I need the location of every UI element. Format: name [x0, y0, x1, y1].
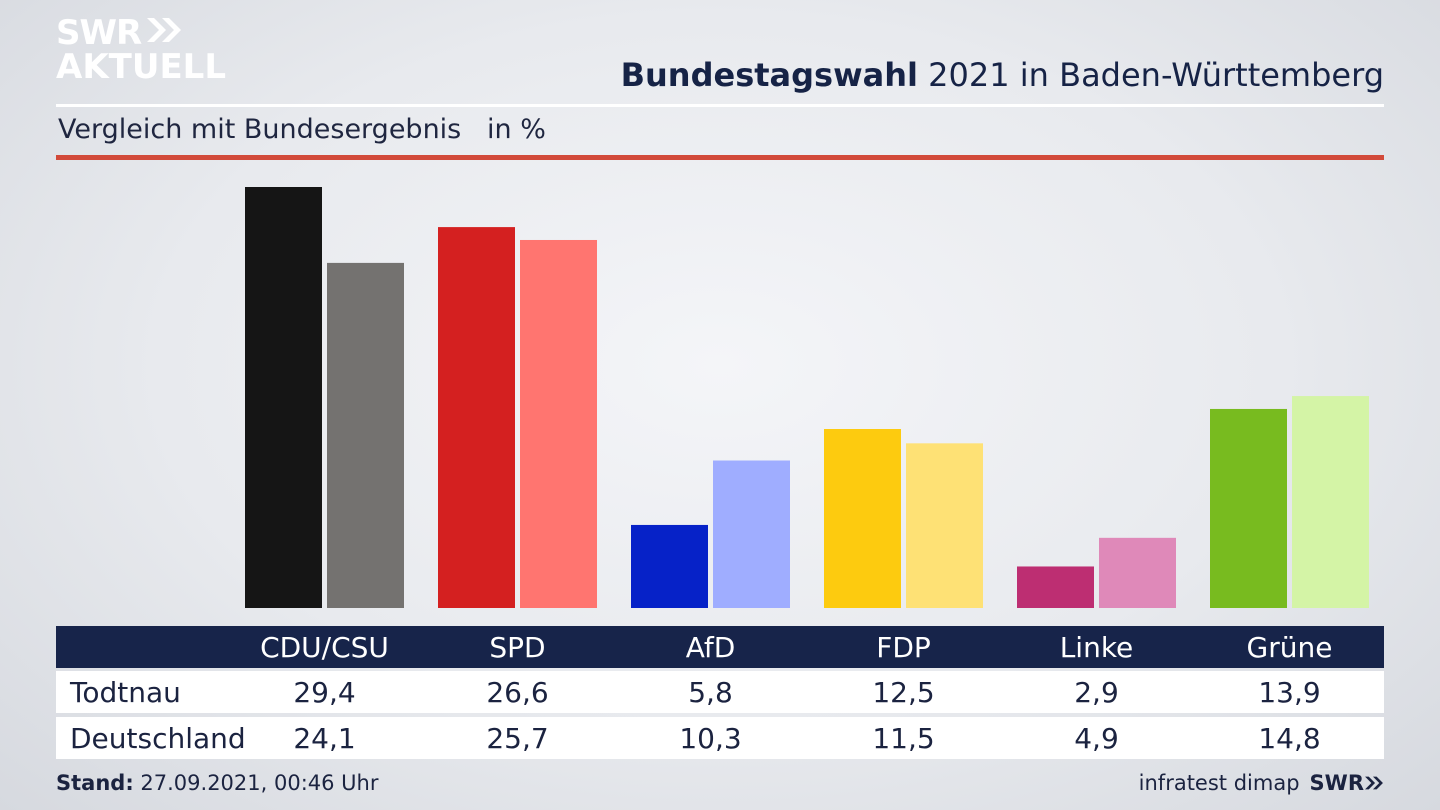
table-cell: 11,5 — [872, 721, 935, 755]
table-cell: 10,3 — [679, 721, 742, 755]
table-header-cell: CDU/CSU — [260, 630, 389, 664]
table-cell: 26,6 — [486, 675, 549, 709]
table-header-cell: FDP — [876, 630, 931, 664]
bar-todtnau-linke — [1017, 566, 1094, 608]
stand-value: 27.09.2021, 00:46 Uhr — [133, 771, 379, 795]
double-chevron-icon — [145, 16, 183, 50]
table-row: Todtnau 29,4 26,6 5,8 12,5 2,9 13,9 — [56, 671, 1384, 713]
table-cell: 2,9 — [1074, 675, 1119, 709]
bar-deutschland-fdp — [906, 443, 983, 608]
table-cell: 24,1 — [293, 721, 356, 755]
bar-deutschland-gr-ne — [1292, 396, 1369, 608]
results-table: CDU/CSU SPD AfD FDP Linke Grüne Todtnau 29,4 2… — [56, 626, 1384, 759]
bar-deutschland-cdu-csu — [327, 262, 404, 608]
table-cell: 14,8 — [1258, 721, 1321, 755]
bar-todtnau-afd — [631, 524, 708, 608]
bar-deutschland-afd — [713, 460, 790, 608]
timestamp: Stand: 27.09.2021, 00:46 Uhr — [56, 771, 379, 795]
table-cell: 12,5 — [872, 675, 935, 709]
row-label: Todtnau — [70, 675, 181, 709]
header-rule — [56, 104, 1384, 107]
table-cell: 5,8 — [688, 675, 733, 709]
row-label: Deutschland — [70, 721, 246, 755]
title-bold: Bundestagswahl — [620, 56, 918, 94]
table-cell: 25,7 — [486, 721, 549, 755]
logo-line1: SWR — [56, 13, 142, 53]
bar-todtnau-gr-ne — [1210, 408, 1287, 608]
source-credit: infratest dimap SWR — [1139, 771, 1384, 795]
stand-label: Stand: — [56, 771, 134, 795]
table-header-cell: AfD — [685, 630, 736, 664]
double-chevron-icon — [1365, 776, 1383, 790]
table-header-cell: Grüne — [1246, 630, 1333, 664]
table-header-row: CDU/CSU SPD AfD FDP Linke Grüne — [56, 626, 1384, 668]
bar-todtnau-spd — [438, 227, 515, 608]
footer-brand: SWR — [1309, 771, 1364, 795]
bar-todtnau-fdp — [824, 429, 901, 608]
table-header-cell: Linke — [1059, 630, 1134, 664]
table-cell: 29,4 — [293, 675, 356, 709]
subtitle-rule — [56, 155, 1384, 160]
bar-deutschland-spd — [520, 239, 597, 609]
source-text: infratest dimap — [1138, 771, 1300, 795]
bar-todtnau-cdu-csu — [245, 187, 322, 608]
bar-chart — [245, 187, 1369, 609]
title-rest: 2021 in Baden-Württemberg — [917, 56, 1384, 94]
chart-title: Bundestagswahl 2021 in Baden-Württemberg — [621, 56, 1384, 94]
table-cell: 13,9 — [1258, 675, 1321, 709]
table-header-cell: SPD — [489, 630, 546, 664]
table-row: Deutschland 24,1 25,7 10,3 11,5 4,9 14,8 — [56, 717, 1384, 759]
chart-subtitle: Vergleich mit Bundesergebnis in % — [58, 114, 546, 145]
bar-deutschland-linke — [1099, 537, 1176, 608]
table-cell: 4,9 — [1074, 721, 1119, 755]
swr-aktuell-logo: SWR AKTUELL — [56, 16, 226, 84]
swr-footer-logo: SWR — [1310, 771, 1384, 795]
logo-line2: AKTUELL — [56, 47, 227, 87]
